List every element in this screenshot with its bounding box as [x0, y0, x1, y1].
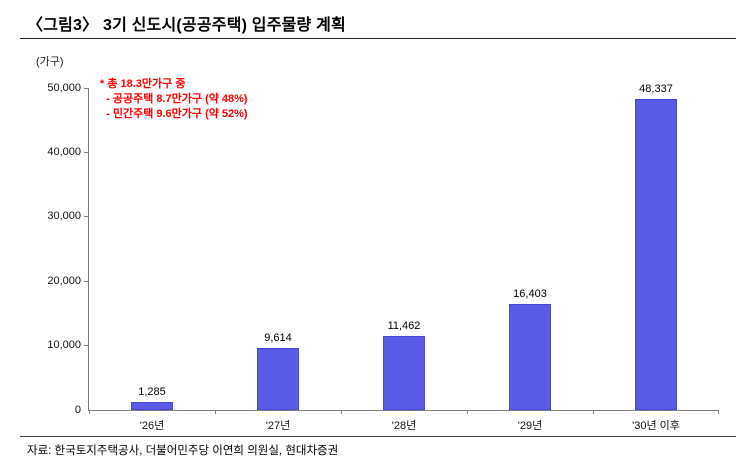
y-axis-tick-label: 40,000 — [47, 145, 81, 158]
bar-value-label: 16,403 — [513, 288, 547, 300]
bar-value-label: 11,462 — [387, 320, 421, 332]
title-divider — [20, 38, 736, 39]
annotation-line: - 민간주택 9.6만가구 (약 52%) — [100, 108, 248, 120]
y-axis-tick-label: 0 — [74, 403, 81, 416]
x-axis-tick-mark — [89, 410, 90, 414]
annotation-line: - 공공주택 8.7만가구 (약 48%) — [100, 93, 248, 105]
y-axis-tick-label: 20,000 — [47, 274, 81, 287]
bar-'28년 — [383, 336, 425, 410]
x-axis-tick-label: '29년 — [517, 420, 543, 432]
bar-value-label: 1,285 — [138, 386, 166, 398]
y-axis-tick-mark — [84, 87, 88, 89]
x-axis-tick-label: '28년 — [391, 420, 417, 432]
x-axis-tick-mark — [593, 410, 594, 414]
bar-value-label: 9,614 — [264, 332, 292, 344]
x-axis-tick-label: '27년 — [265, 420, 291, 432]
y-axis-tick-mark — [84, 280, 88, 282]
y-axis-tick-label: 10,000 — [47, 339, 81, 352]
y-axis-tick-mark — [84, 216, 88, 218]
annotation-line: * 총 18.3만가구 중 — [100, 78, 186, 90]
bar-chart-plot-area: 0 10,000 20,000 30,000 40,000 50,000 1,285 '26년… — [47, 82, 719, 432]
x-axis-tick-mark — [718, 410, 719, 414]
source-note: 자료: 한국토지주택공사, 더불어민주당 이연희 의원실, 현대차증권 — [27, 445, 339, 457]
y-axis-tick-label: 50,000 — [47, 81, 81, 94]
chart-annotation: * 총 18.3만가구 중 - 공공주택 8.7만가구 (약 48%) - 민간… — [100, 77, 248, 122]
y-axis-tick-mark — [84, 345, 88, 347]
bar-value-label: 48,337 — [639, 83, 673, 95]
footer-divider — [20, 436, 736, 437]
x-axis-tick-mark — [215, 410, 216, 414]
y-axis-tick-mark — [84, 151, 88, 153]
y-axis-tick-label: 30,000 — [47, 210, 81, 223]
x-axis-tick-mark — [467, 410, 468, 414]
page-title: 〈그림3〉 3기 신도시(공공주택) 입주물량 계획 — [27, 17, 346, 34]
y-axis-unit-label: (가구) — [36, 56, 64, 68]
bar-'29년 — [509, 304, 551, 410]
x-axis-tick-mark — [341, 410, 342, 414]
x-axis-tick-label: '30년 이후 — [632, 420, 680, 432]
bar-'30년 이후 — [635, 99, 677, 410]
bar-'27년 — [257, 348, 299, 410]
bar-'26년 — [131, 402, 173, 410]
x-axis-tick-label: '26년 — [139, 420, 165, 432]
